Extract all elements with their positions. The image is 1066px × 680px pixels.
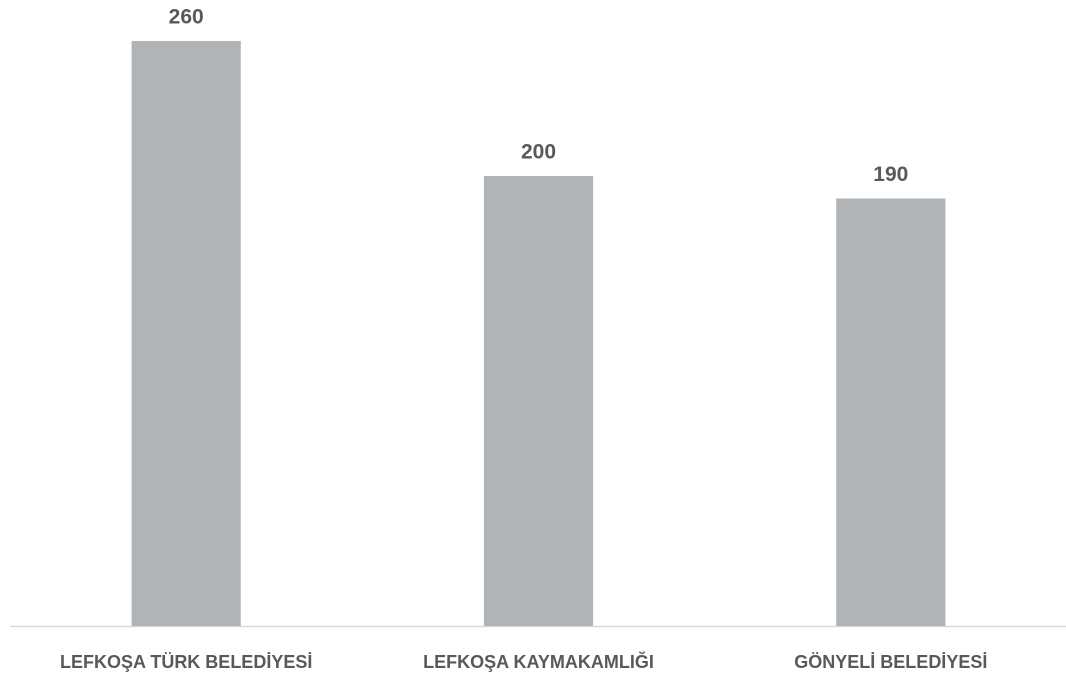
- data-label: 260: [169, 6, 204, 29]
- bar: [483, 176, 594, 626]
- data-label: 200: [521, 141, 556, 164]
- bar: [836, 198, 946, 626]
- x-tick-label: LEFKOŞA KAYMAKAMLIĞI: [423, 651, 654, 672]
- x-tick-label: LEFKOŞA TÜRK BELEDİYESİ: [60, 652, 312, 672]
- data-label: 190: [873, 163, 908, 186]
- x-tick-label: GÖNYELİ BELEDİYESİ: [794, 652, 987, 672]
- bar: [131, 41, 241, 626]
